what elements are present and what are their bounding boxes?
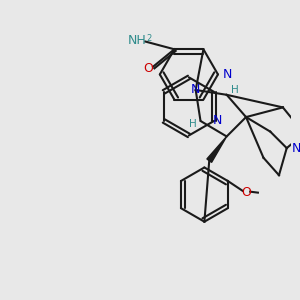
Text: 2: 2: [147, 34, 152, 43]
Polygon shape: [207, 136, 227, 162]
Text: N: N: [292, 142, 300, 154]
Text: O: O: [241, 186, 251, 199]
Text: H: H: [189, 119, 196, 129]
Text: H: H: [230, 85, 238, 95]
Text: NH: NH: [128, 34, 147, 47]
Text: O: O: [143, 62, 153, 75]
Text: N: N: [191, 83, 200, 97]
Text: N: N: [213, 114, 223, 128]
Text: N: N: [223, 68, 232, 81]
